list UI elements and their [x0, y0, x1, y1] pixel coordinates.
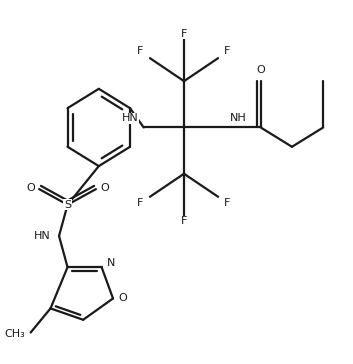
Text: O: O — [119, 293, 127, 304]
Text: F: F — [137, 46, 144, 56]
Text: S: S — [64, 200, 71, 210]
Text: N: N — [107, 258, 116, 268]
Text: HN: HN — [34, 231, 50, 241]
Text: F: F — [225, 46, 231, 56]
Text: O: O — [256, 66, 265, 75]
Text: NH: NH — [230, 113, 247, 123]
Text: HN: HN — [122, 113, 139, 123]
Text: CH₃: CH₃ — [4, 329, 25, 339]
Text: F: F — [181, 216, 187, 226]
Text: O: O — [100, 183, 109, 193]
Text: F: F — [181, 29, 187, 39]
Text: F: F — [137, 198, 144, 208]
Text: O: O — [26, 183, 35, 193]
Text: F: F — [225, 198, 231, 208]
